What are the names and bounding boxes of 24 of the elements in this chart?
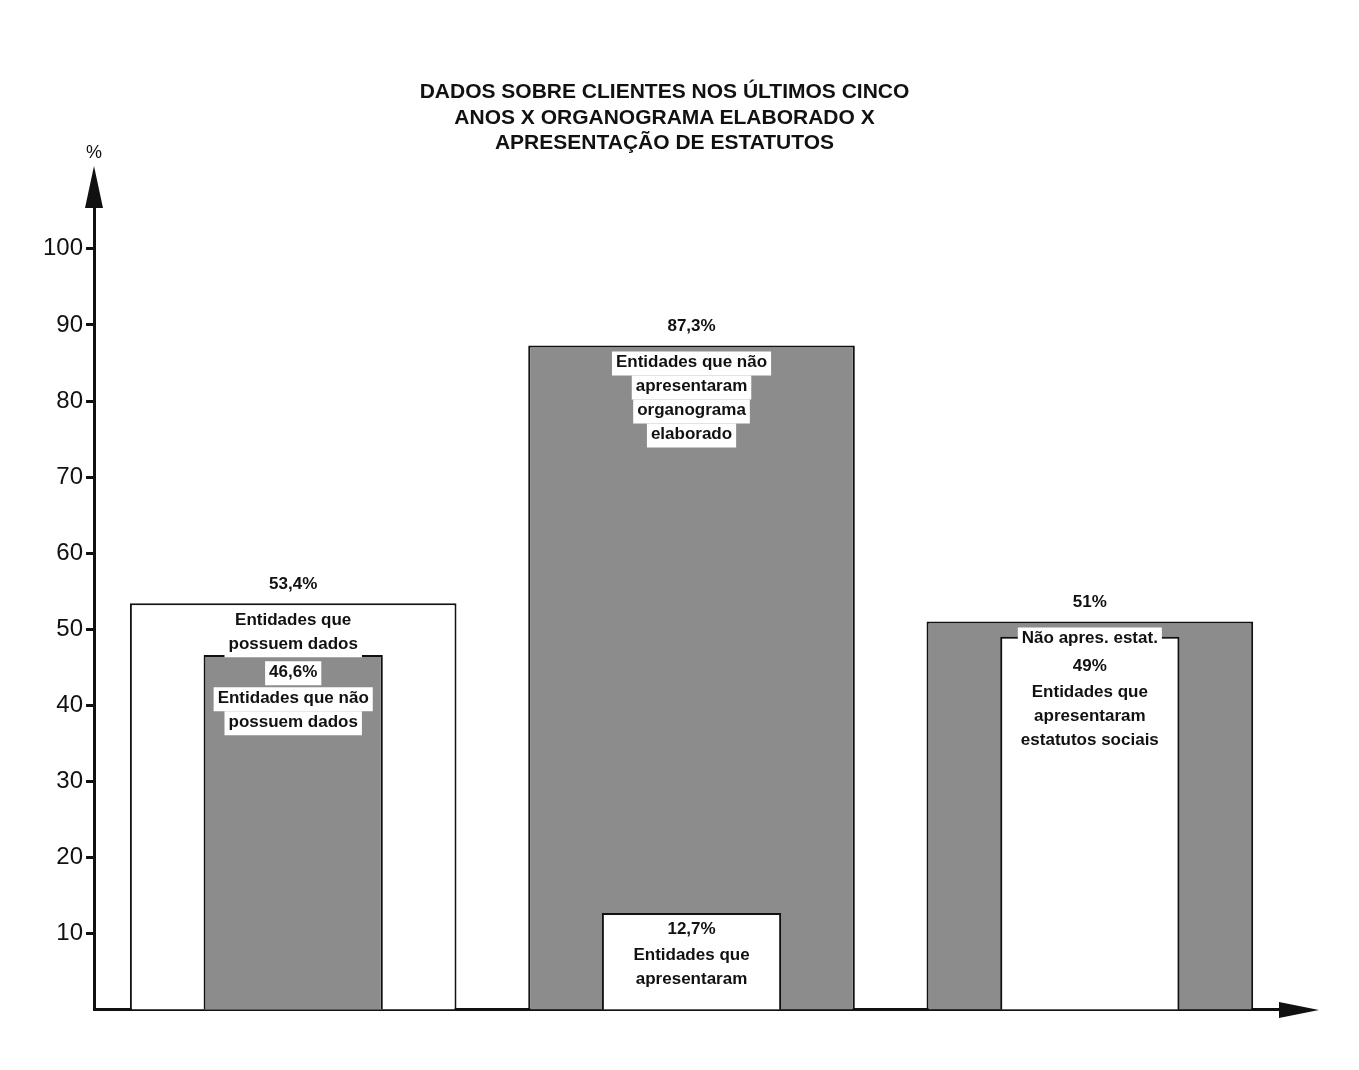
- y-tick-label: 40: [56, 689, 84, 717]
- data-label: 12,7%: [667, 919, 716, 939]
- y-tick-label: 90: [56, 309, 84, 337]
- annotation: Entidades que possuem dados: [228, 609, 358, 653]
- data-label: 49%: [1072, 655, 1107, 675]
- y-tick-label: 80: [56, 385, 84, 413]
- y-tick-label: 10: [56, 918, 84, 946]
- annotation: Não apres. estat.: [1021, 627, 1158, 647]
- chart-title: DADOS SOBRE CLIENTES NOS ÚLTIMOS CINCO ANOS X ORGANOGRAMA ELABORADO X APRESENTAÇÃO DE ESTATUTOS: [419, 79, 910, 153]
- y-tick-label: 50: [56, 613, 84, 641]
- annotation: Entidades que não apresentaram organograma elaborado: [615, 351, 768, 443]
- annotation: Entidades que não possuem dados: [217, 687, 369, 731]
- y-axis-title: %: [86, 141, 103, 162]
- data-label: 46,6%: [269, 661, 318, 681]
- y-tick-label: 70: [56, 461, 84, 489]
- data-label: 87,3%: [667, 315, 716, 335]
- y-tick-label: 100: [43, 233, 84, 261]
- y-tick-label: 30: [56, 766, 84, 793]
- data-label: 53,4%: [269, 573, 318, 593]
- y-tick-label: 20: [56, 842, 84, 870]
- annotation: Entidades que apresentaram: [633, 945, 750, 989]
- annotation: Entidades que apresentaram estatutos sociais: [1020, 681, 1159, 749]
- data-label: 51%: [1072, 591, 1107, 611]
- y-tick-label: 60: [56, 537, 84, 565]
